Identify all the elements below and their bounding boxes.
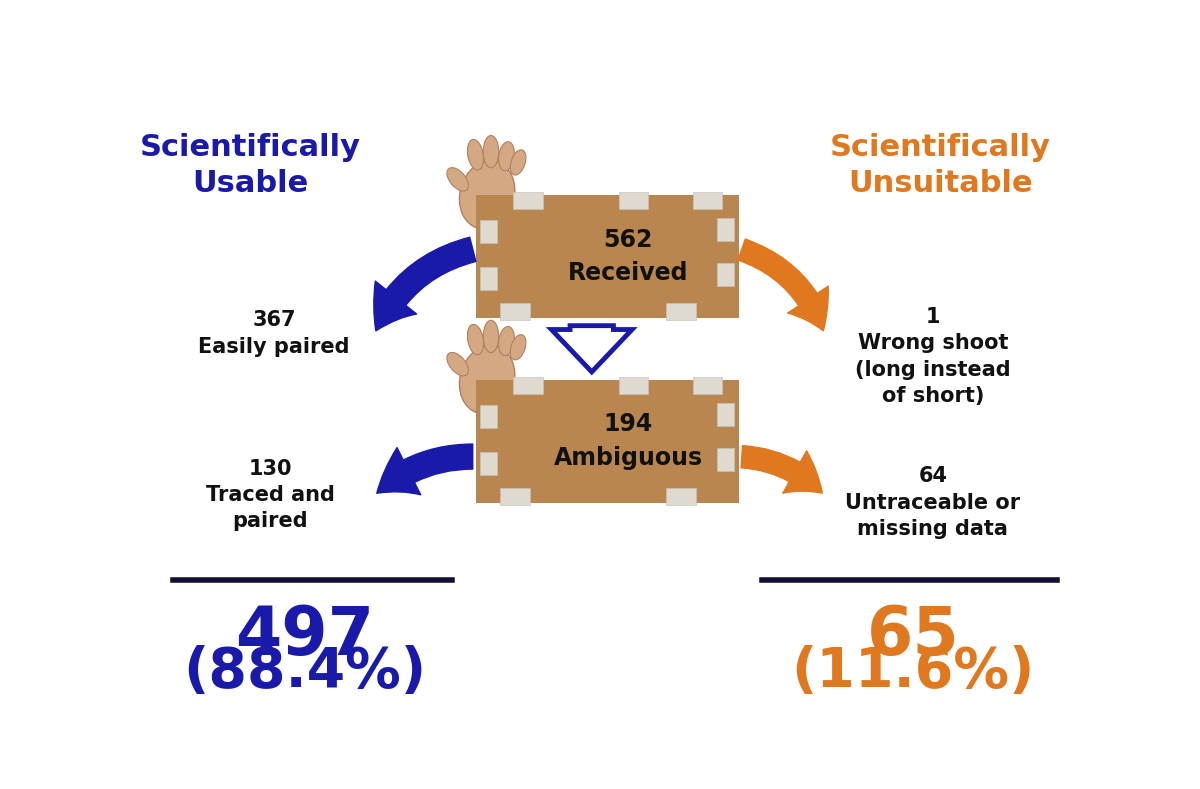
- FancyBboxPatch shape: [692, 193, 722, 209]
- FancyBboxPatch shape: [514, 377, 542, 394]
- FancyBboxPatch shape: [514, 193, 542, 209]
- Ellipse shape: [510, 150, 526, 175]
- Ellipse shape: [446, 168, 468, 191]
- Ellipse shape: [498, 142, 515, 170]
- FancyBboxPatch shape: [480, 405, 497, 428]
- FancyBboxPatch shape: [475, 195, 739, 318]
- FancyBboxPatch shape: [718, 448, 734, 471]
- FancyBboxPatch shape: [666, 488, 696, 505]
- Text: 497: 497: [235, 603, 374, 669]
- Text: 130
Traced and
paired: 130 Traced and paired: [205, 458, 335, 532]
- Ellipse shape: [484, 136, 499, 168]
- Ellipse shape: [498, 327, 515, 356]
- Text: 367
Easily paired: 367 Easily paired: [198, 310, 349, 357]
- FancyBboxPatch shape: [480, 452, 497, 475]
- Polygon shape: [552, 326, 632, 372]
- FancyBboxPatch shape: [619, 377, 648, 394]
- FancyBboxPatch shape: [480, 267, 497, 290]
- Ellipse shape: [510, 335, 526, 360]
- Ellipse shape: [460, 346, 515, 413]
- FancyBboxPatch shape: [619, 193, 648, 209]
- FancyBboxPatch shape: [718, 218, 734, 241]
- FancyBboxPatch shape: [692, 377, 722, 394]
- Text: 64
Untraceable or
missing data: 64 Untraceable or missing data: [845, 466, 1020, 539]
- FancyBboxPatch shape: [666, 303, 696, 320]
- Text: (88.4%): (88.4%): [184, 645, 426, 699]
- FancyBboxPatch shape: [718, 402, 734, 425]
- Text: 194
Ambiguous: 194 Ambiguous: [553, 413, 703, 470]
- Text: 562
Received: 562 Received: [568, 228, 689, 285]
- FancyBboxPatch shape: [475, 380, 739, 503]
- FancyBboxPatch shape: [500, 488, 529, 505]
- Text: 65: 65: [866, 603, 960, 669]
- FancyBboxPatch shape: [480, 220, 497, 243]
- Text: 1
Wrong shoot
(long instead
of short): 1 Wrong shoot (long instead of short): [854, 307, 1010, 406]
- Ellipse shape: [484, 320, 499, 353]
- FancyBboxPatch shape: [500, 303, 529, 320]
- Ellipse shape: [468, 324, 484, 355]
- FancyBboxPatch shape: [718, 264, 734, 286]
- Ellipse shape: [468, 140, 484, 170]
- Text: (11.6%): (11.6%): [792, 645, 1036, 699]
- Text: Scientifically
Usable: Scientifically Usable: [140, 133, 361, 198]
- Ellipse shape: [446, 353, 468, 376]
- Text: Scientifically
Unsuitable: Scientifically Unsuitable: [830, 133, 1051, 198]
- Ellipse shape: [460, 161, 515, 229]
